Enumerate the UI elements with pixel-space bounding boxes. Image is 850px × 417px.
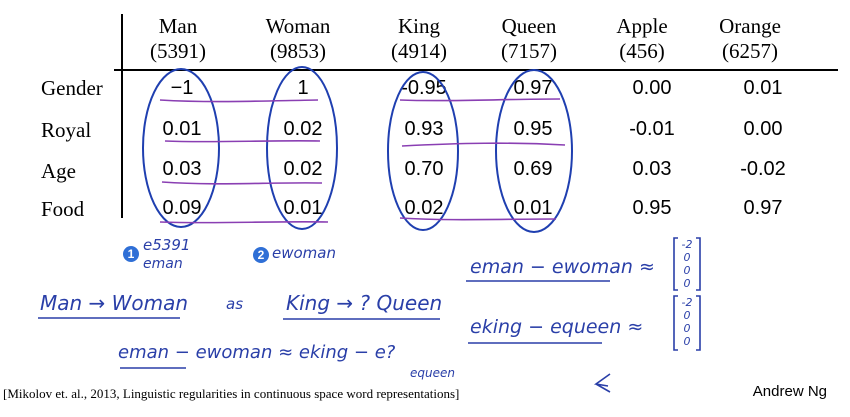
underline-royal-man-woman <box>164 139 321 143</box>
table-cell: 0.03 <box>632 158 672 180</box>
table-cell: −1 <box>170 77 194 99</box>
vector-1-entry: 0 <box>683 251 691 264</box>
table-cell: 0.01 <box>283 197 323 219</box>
note-equation: eman − ewoman ≈ eking − e? <box>118 342 396 363</box>
column-index: (7157) <box>501 39 557 63</box>
column-index: (9853) <box>270 39 326 63</box>
column-header-orange: Orange (6257) <box>690 14 810 64</box>
underline-royal-king-queen <box>401 142 566 147</box>
vector-2: -2 0 0 0 <box>678 296 696 348</box>
row-label-age: Age <box>41 159 76 183</box>
circle-queen <box>495 69 573 233</box>
table-cell: 0.01 <box>162 118 202 140</box>
table-cell: 0.97 <box>743 197 783 219</box>
row-label-royal: Royal <box>41 118 92 142</box>
bracket-vector1-left <box>673 237 678 291</box>
table-cell: 0.93 <box>404 118 444 140</box>
underline-food-man-woman <box>159 220 329 224</box>
column-header-apple: Apple (456) <box>582 14 702 64</box>
table-cell: 1 <box>297 77 309 99</box>
table-cell: 0.95 <box>513 118 553 140</box>
vector-1-entry: -2 <box>681 238 693 251</box>
table-cell: 0.02 <box>283 158 323 180</box>
table-cell: -0.01 <box>629 118 675 140</box>
underline-age-man-woman <box>161 181 323 185</box>
column-name: King <box>398 14 440 38</box>
table-cell: 0.95 <box>632 197 672 219</box>
column-index: (5391) <box>150 39 206 63</box>
vector-1-entry: 0 <box>683 277 691 290</box>
circle-man <box>142 68 220 228</box>
table-cell: 0.70 <box>404 158 444 180</box>
circle-woman <box>266 66 338 230</box>
badge-2: 2 <box>253 247 269 263</box>
table-cell: 0.00 <box>743 118 783 140</box>
underline-gender-man-woman <box>159 99 319 103</box>
vector-2-entry: -2 <box>681 296 693 309</box>
vector-2-entry: 0 <box>683 309 691 322</box>
note-diff2: eking − equeen ≈ <box>470 316 644 338</box>
row-label-gender: Gender <box>41 76 103 100</box>
table-cell: 0.69 <box>513 158 553 180</box>
arrow-to-citation <box>593 373 611 393</box>
bracket-vector1-right <box>696 237 701 291</box>
note-analogy-left: Man → Woman <box>40 291 189 315</box>
bracket-vector2-right <box>696 295 701 351</box>
citation: [Mikolov et. al., 2013, Linguistic regul… <box>3 386 460 401</box>
underline-gender-king-queen <box>399 98 561 102</box>
table-cell: 0.03 <box>162 158 202 180</box>
column-circles <box>142 66 573 233</box>
column-header-man: Man (5391) <box>118 14 238 64</box>
column-name: Woman <box>265 14 331 38</box>
column-name: Queen <box>501 14 557 38</box>
note-eman: eman <box>143 256 183 272</box>
underline-food-king-queen <box>399 217 557 221</box>
table-cell: 0.00 <box>632 77 672 99</box>
table-cell: 0.02 <box>404 197 444 219</box>
column-name: Apple <box>616 14 668 38</box>
table-cell: 0.97 <box>513 77 553 99</box>
vector-1-entry: 0 <box>683 264 691 277</box>
column-header-woman: Woman (9853) <box>238 14 358 64</box>
table-cell: -0.95 <box>401 77 447 99</box>
table-cell: 0.01 <box>743 77 783 99</box>
column-index: (4914) <box>391 39 447 63</box>
circle-king <box>387 71 459 231</box>
underlines <box>159 98 566 224</box>
note-analogy-right: King → ? Queen <box>286 291 443 315</box>
note-analogy-as: as <box>226 295 244 313</box>
table-cell: -0.02 <box>740 158 786 180</box>
badge-1: 1 <box>123 246 139 262</box>
vector-2-entry: 0 <box>683 335 691 348</box>
bracket-vector2-left <box>673 295 678 351</box>
annotation-strokes <box>38 237 701 393</box>
column-header-king: King (4914) <box>359 14 479 64</box>
table-horizontal-divider <box>114 69 838 71</box>
column-name: Man <box>158 14 198 38</box>
column-index: (456) <box>619 39 665 63</box>
note-e5391: e5391 <box>143 236 191 254</box>
table-cell: 0.09 <box>162 197 202 219</box>
column-index: (6257) <box>722 39 778 63</box>
note-diff1: eman − ewoman ≈ <box>470 256 655 278</box>
vector-2-entry: 0 <box>683 322 691 335</box>
column-header-queen: Queen (7157) <box>469 14 589 64</box>
column-name: Orange <box>719 14 781 38</box>
author-name: Andrew Ng <box>752 383 827 400</box>
vector-1: -2 0 0 0 <box>678 238 696 290</box>
table-vertical-divider <box>121 14 123 218</box>
table-cell: 0.01 <box>513 197 553 219</box>
note-equation-sub: equeen <box>410 366 455 380</box>
note-ewoman: ewoman <box>272 244 336 262</box>
row-label-food: Food <box>41 197 85 221</box>
table-cell: 0.02 <box>283 118 323 140</box>
